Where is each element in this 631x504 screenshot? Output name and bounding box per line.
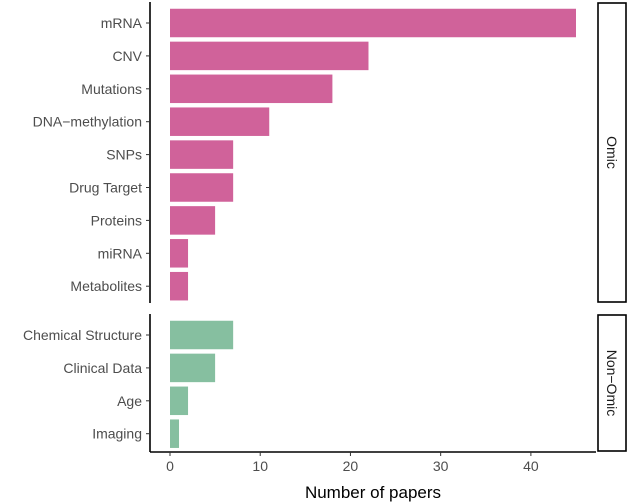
bar-0-6 — [170, 206, 216, 235]
bar-0-4 — [170, 140, 234, 169]
panel-0: mRNA CNV Mutations DNA−methylation SNPs Drug … — [33, 8, 576, 301]
facet-strip-0: Omic — [597, 2, 627, 303]
x-tick-label-1: 10 — [252, 458, 268, 474]
y-tick-label-0-7: miRNA — [98, 245, 143, 261]
x-axis: 0 10 20 30 40 — [150, 451, 596, 474]
x-axis-title: Number of papers — [305, 483, 441, 502]
y-tick-label-1-0: Chemical Structure — [23, 327, 142, 343]
y-tick-label-1-1: Clinical Data — [63, 360, 142, 376]
facet-strip-label-1: Non−Omic — [604, 350, 620, 417]
x-tick-label-4: 40 — [523, 458, 539, 474]
y-tick-label-0-6: Proteins — [91, 212, 142, 228]
bar-0-0 — [170, 8, 576, 38]
y-tick-label-0-2: Mutations — [81, 81, 142, 97]
bar-1-2 — [170, 386, 189, 416]
bar-0-5 — [170, 173, 234, 202]
y-tick-label-0-3: DNA−methylation — [33, 114, 142, 130]
facet-strip-1: Non−Omic — [597, 314, 627, 452]
facet-strip-label-0: Omic — [604, 136, 620, 169]
bar-1-1 — [170, 353, 216, 383]
x-tick-label-3: 30 — [433, 458, 449, 474]
bar-1-0 — [170, 320, 234, 350]
panels-layer: mRNA CNV Mutations DNA−methylation SNPs Drug … — [23, 2, 627, 452]
panel-1: Chemical Structure Clinical Data Age Imagin… — [23, 320, 234, 448]
y-tick-label-0-4: SNPs — [106, 147, 142, 163]
bar-0-8 — [170, 271, 189, 301]
y-tick-label-0-5: Drug Target — [69, 180, 142, 196]
bar-0-7 — [170, 239, 189, 268]
y-tick-label-0-1: CNV — [112, 48, 142, 64]
bar-0-1 — [170, 41, 369, 71]
x-tick-label-0: 0 — [166, 458, 174, 474]
y-tick-label-0-0: mRNA — [101, 15, 143, 31]
y-tick-label-1-3: Imaging — [92, 426, 142, 442]
bar-1-3 — [170, 419, 180, 448]
bar-0-3 — [170, 107, 270, 136]
bar-0-2 — [170, 74, 333, 104]
y-tick-label-0-8: Metabolites — [70, 278, 142, 294]
y-tick-label-1-2: Age — [117, 393, 142, 409]
x-tick-label-2: 20 — [343, 458, 359, 474]
